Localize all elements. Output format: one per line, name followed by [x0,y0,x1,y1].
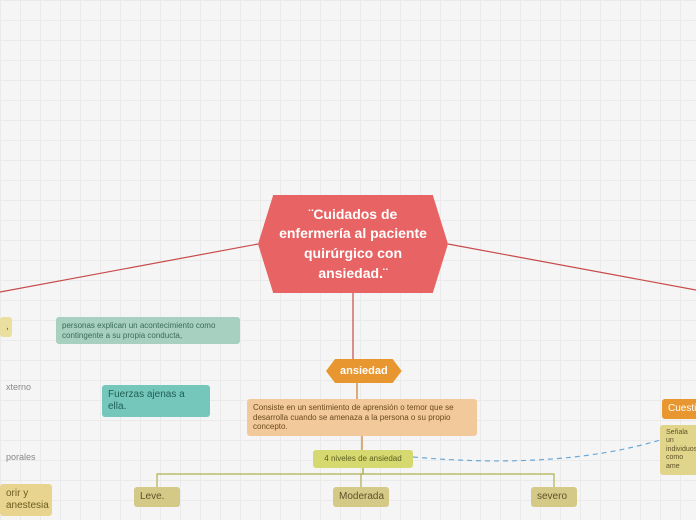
node-niveles: 4 niveles de ansiedad [313,450,413,468]
node-cuest: Cuestio [662,399,696,419]
node-severo: severo [531,487,577,507]
node-n6: orir y anestesia [0,484,52,516]
node-n4: xterno [0,378,30,397]
node-n2: Fuerzas ajenas a ella. [102,385,210,417]
node-n3: , [0,317,12,337]
ansiedad-text: ansiedad [340,365,388,377]
ansiedad-node: ansiedad [326,359,402,383]
node-n5: porales [0,448,34,467]
node-n1: personas explican un acontecimiento como… [56,317,240,344]
node-leve: Leve. [134,487,180,507]
node-desc: Consiste en un sentimiento de aprensión … [247,399,477,436]
node-senala: Señala un individuos como ame [660,425,696,475]
node-moderada: Moderada [333,487,389,507]
central-node: ¨Cuidados de enfermería al paciente quir… [258,195,448,293]
central-text: ¨Cuidados de enfermería al paciente quir… [276,205,430,283]
